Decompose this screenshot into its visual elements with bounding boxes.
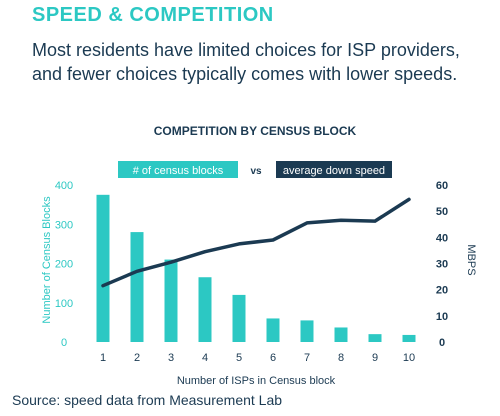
legend-label-line: average down speed	[283, 165, 385, 177]
x-tick-label: 3	[168, 352, 174, 364]
y2-tick-label: 30	[436, 259, 448, 271]
x-tick-label: 4	[202, 352, 208, 364]
intro-text: Most residents have limited choices for …	[32, 40, 460, 84]
x-tick-label: 5	[236, 352, 242, 364]
x-tick-label: 2	[134, 352, 140, 364]
competition-chart: COMPETITION BY CENSUS BLOCK # of census …	[41, 124, 477, 387]
legend-label-bars: # of census blocks	[133, 165, 224, 177]
chart-title: COMPETITION BY CENSUS BLOCK	[154, 124, 357, 138]
y-tick-label: 400	[55, 180, 73, 192]
y2-tick-label: 50	[436, 206, 448, 218]
source-note: Source: speed data from Measurement Lab	[12, 392, 283, 408]
bar-5	[232, 294, 246, 342]
bar-series	[96, 194, 416, 342]
y2-tick-label: 40	[436, 232, 448, 244]
y2-axis-ticks: 0 10 20 30 40 50 60	[436, 180, 448, 349]
bar-3	[164, 259, 178, 342]
x-tick-label: 1	[100, 352, 106, 364]
x-tick-label: 6	[270, 352, 276, 364]
y-tick-label: 0	[61, 337, 67, 349]
legend-swatch-line	[276, 161, 392, 178]
y2-axis-label: MBPS	[465, 244, 477, 275]
legend: # of census blocks vs average down speed	[118, 161, 392, 178]
x-tick-label: 8	[338, 352, 344, 364]
bar-9	[368, 334, 382, 342]
speed-line	[101, 197, 411, 288]
bar-4	[198, 277, 212, 342]
y2-tick-label: 10	[436, 311, 448, 323]
bar-2	[130, 232, 144, 342]
x-tick-label: 10	[403, 352, 415, 364]
bar-8	[334, 327, 348, 342]
legend-swatch-bars	[118, 161, 238, 178]
x-tick-label: 9	[372, 352, 378, 364]
bar-6	[266, 318, 280, 342]
x-axis-ticks: 1 2 3 4 5 6 7 8 9 10	[100, 352, 415, 364]
x-axis-label: Number of ISPs in Census block	[177, 375, 336, 387]
section-heading: SPEED & COMPETITION	[32, 4, 274, 26]
y-axis-label: Number of Census Blocks	[41, 196, 53, 324]
y-tick-label: 200	[55, 259, 73, 271]
bar-10	[402, 334, 416, 342]
y-axis-ticks: 0 100 200 300 400	[55, 180, 73, 349]
y2-tick-label: 0	[439, 337, 445, 349]
bar-7	[300, 320, 314, 342]
x-tick-label: 7	[304, 352, 310, 364]
y2-tick-label: 60	[436, 180, 448, 192]
bar-1	[96, 194, 110, 342]
y-tick-label: 100	[55, 298, 73, 310]
y2-tick-label: 20	[436, 285, 448, 297]
legend-vs: vs	[250, 166, 262, 177]
y-tick-label: 300	[55, 219, 73, 231]
